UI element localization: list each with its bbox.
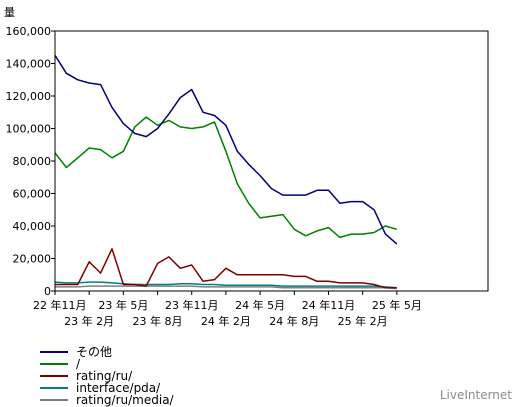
legend-swatch-other bbox=[40, 350, 68, 353]
y-tick-label: 120,000 bbox=[6, 90, 52, 103]
y-tick-label: 60,000 bbox=[13, 188, 52, 201]
legend-swatch-rating bbox=[40, 374, 68, 377]
x-tick-label: 23 年 8月 bbox=[133, 314, 183, 328]
x-tick-label: 23 年11月 bbox=[165, 298, 219, 312]
legend-item-rating: rating/ru/ bbox=[40, 370, 174, 382]
series-line-other bbox=[54, 54, 398, 245]
series-line-interface-pda bbox=[54, 281, 397, 289]
legend: その他 / rating/ru/ interface/pda/ rating/r… bbox=[40, 346, 174, 406]
y-tick-label: 160,000 bbox=[6, 25, 52, 38]
legend-label-other: その他 bbox=[76, 345, 113, 359]
x-tick-label: 22 年11月 bbox=[33, 298, 87, 312]
x-tick-label: 24 年 2月 bbox=[201, 314, 251, 328]
y-tick-label: 20,000 bbox=[13, 253, 52, 266]
plot-frame bbox=[54, 30, 489, 292]
y-tick-label: 40,000 bbox=[13, 220, 52, 233]
y-tick-label: 100,000 bbox=[6, 123, 52, 136]
y-tick-label: 80,000 bbox=[13, 155, 52, 168]
y-tick-label: 0 bbox=[44, 285, 51, 298]
legend-swatch-root bbox=[40, 362, 68, 365]
line-chart: 量 0 20,000 40,000 60,000 80,000 100,000 120,00… bbox=[4, 6, 489, 328]
legend-swatch-interface-pda bbox=[40, 386, 68, 389]
series-line-rating-ru-media bbox=[55, 285, 397, 290]
legend-label-rating: rating/ru/ bbox=[76, 369, 133, 383]
series-line-rating-ru bbox=[55, 248, 397, 289]
y-axis: 0 20,000 40,000 60,000 80,000 100,000 120,000 1… bbox=[6, 25, 55, 298]
legend-label-rating-media: rating/ru/media/ bbox=[76, 393, 174, 407]
y-tick-label: 140,000 bbox=[6, 58, 52, 71]
x-tick-label: 25 年 5月 bbox=[372, 298, 422, 312]
legend-item-other: その他 bbox=[40, 346, 174, 358]
series-lines bbox=[54, 54, 398, 290]
x-tick-label: 24 年11月 bbox=[302, 298, 356, 312]
watermark: LiveInternet bbox=[439, 388, 512, 402]
x-tick-label: 24 年 8月 bbox=[269, 314, 319, 328]
series-line-other bbox=[54, 116, 398, 239]
legend-item-interface-pda: interface/pda/ bbox=[40, 382, 174, 394]
legend-item-rating-media: rating/ru/media/ bbox=[40, 394, 174, 406]
y-axis-label: 量 bbox=[4, 6, 15, 19]
legend-swatch-rating-media bbox=[40, 398, 68, 401]
legend-label-root: / bbox=[76, 357, 81, 371]
legend-item-root: / bbox=[40, 358, 174, 370]
x-tick-label: 23 年 2月 bbox=[64, 314, 114, 328]
legend-label-interface-pda: interface/pda/ bbox=[76, 381, 161, 395]
x-tick-label: 25 年 2月 bbox=[338, 314, 388, 328]
x-tick-label: 23 年 5月 bbox=[98, 298, 148, 312]
x-axis: 22 年11月 23 年 2月 23 年 5月 23 年 8月 23 年11月 24 年 … bbox=[33, 291, 422, 328]
x-tick-label: 24 年 5月 bbox=[235, 298, 285, 312]
